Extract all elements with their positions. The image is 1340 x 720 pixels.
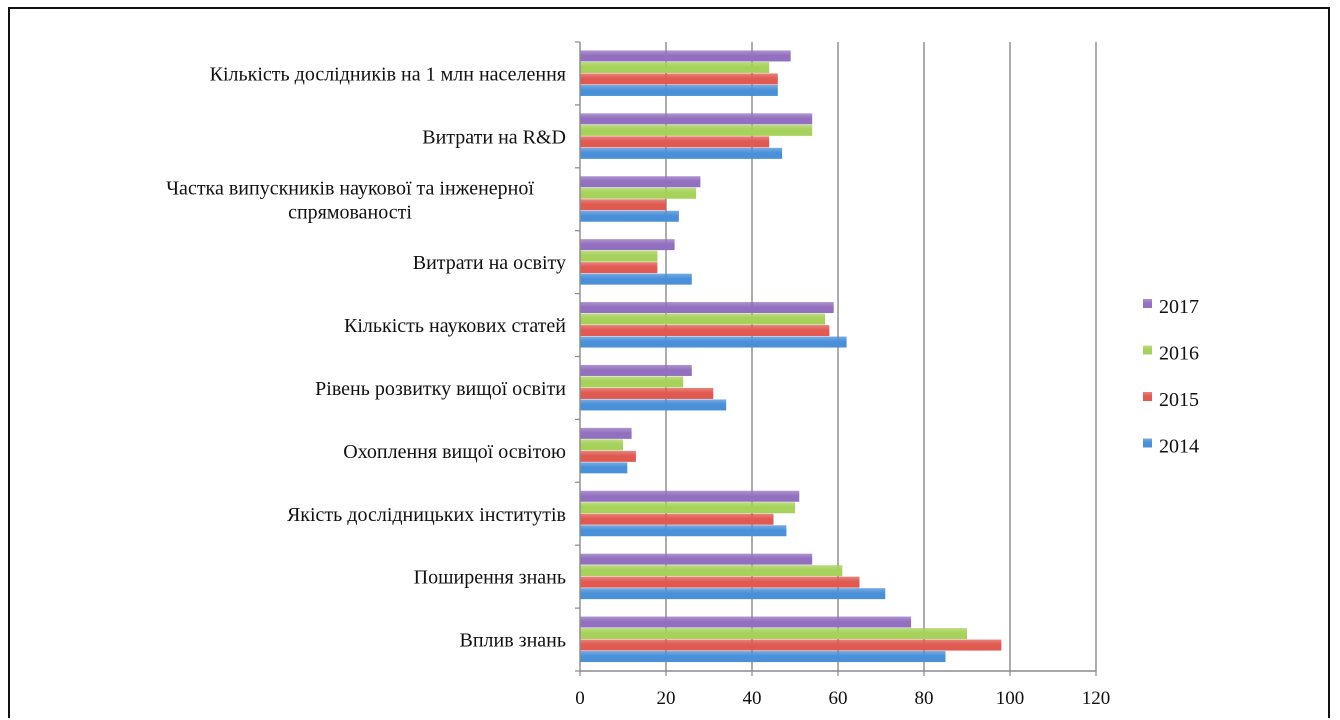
bar-2015-7 <box>580 262 658 274</box>
bar-2017-4 <box>580 427 632 439</box>
legend: 2017 2016 2015 2014 <box>1143 296 1199 458</box>
bar-2014-2 <box>580 588 886 600</box>
bar-2016-2 <box>580 565 843 577</box>
bar-2016-5 <box>580 376 684 388</box>
bar-2017-7 <box>580 239 675 251</box>
x-tick-label-0: 0 <box>575 688 585 709</box>
bar-2017-8 <box>580 176 701 188</box>
bar-2014-1 <box>580 651 946 663</box>
legend-label-2017: 2017 <box>1159 296 1199 318</box>
bar-2014-5 <box>580 399 727 411</box>
category-label-7: Витрати на освіту <box>413 252 566 274</box>
bar-2016-7 <box>580 250 658 262</box>
bar-2015-9 <box>580 136 770 148</box>
bar-2014-8 <box>580 210 679 222</box>
x-tick-label-20: 20 <box>657 688 676 709</box>
bar-2015-6 <box>580 325 830 337</box>
bar-2017-2 <box>580 553 813 565</box>
bar-2015-8 <box>580 199 666 211</box>
legend-label-2014: 2014 <box>1159 436 1199 458</box>
x-tick-labels: 0 20 40 60 80 100 120 <box>575 688 1110 709</box>
bar-2015-2 <box>580 576 860 588</box>
category-label-8: спрямованості <box>288 201 412 223</box>
legend-label-2016: 2016 <box>1159 343 1199 365</box>
category-label-2: Поширення знань <box>414 567 566 589</box>
bar-2015-1 <box>580 639 1002 651</box>
bar-2017-1 <box>580 616 912 628</box>
category-label-3: Якість дослідницьких інститутів <box>287 504 566 526</box>
category-label-10: Кількість дослідників на 1 млн населення <box>210 63 566 85</box>
legend-swatch-2014 <box>1143 438 1152 448</box>
bar-2014-4 <box>580 462 628 474</box>
x-tick-label-80: 80 <box>915 688 934 709</box>
bar-2016-1 <box>580 628 967 640</box>
bar-chart: Вплив знань Поширення знань Якість дослідн… <box>166 41 1199 709</box>
bar-2016-9 <box>580 124 813 136</box>
bar-2014-3 <box>580 525 787 537</box>
legend-swatch-2015 <box>1143 392 1152 401</box>
bar-2016-3 <box>580 502 795 514</box>
x-tick-label-120: 120 <box>1082 688 1111 709</box>
category-label-9: Витрати на R&D <box>422 126 566 148</box>
x-tick-label-60: 60 <box>829 688 848 709</box>
bar-layer <box>580 50 1002 663</box>
bar-2017-10 <box>580 50 791 62</box>
bar-2016-8 <box>580 187 697 199</box>
bar-2016-10 <box>580 61 770 73</box>
bar-2015-4 <box>580 450 636 462</box>
chart-frame: Вплив знань Поширення знань Якість дослідн… <box>8 7 1330 718</box>
category-label-5: Рівень розвитку вищої освіти <box>315 378 566 400</box>
category-label-8: Частка випускників наукової та інженерно… <box>166 177 534 199</box>
category-label-4: Охоплення вищої освітою <box>343 441 566 463</box>
legend-label-2015: 2015 <box>1159 389 1199 411</box>
category-labels: Вплив знань Поширення знань Якість дослідн… <box>166 63 566 651</box>
x-tick-label-40: 40 <box>743 688 762 709</box>
category-label-1: Вплив знань <box>460 630 566 652</box>
legend-swatch-2017 <box>1143 299 1152 308</box>
legend-swatch-2016 <box>1143 345 1152 355</box>
bar-2014-9 <box>580 147 783 159</box>
bar-2015-5 <box>580 387 714 399</box>
bar-2014-6 <box>580 336 847 348</box>
bar-2015-10 <box>580 73 778 85</box>
bar-2017-3 <box>580 490 800 502</box>
bar-2014-7 <box>580 273 692 285</box>
bar-2017-6 <box>580 302 834 314</box>
bar-2016-6 <box>580 313 826 325</box>
bar-2014-10 <box>580 84 778 96</box>
x-tick-label-100: 100 <box>996 688 1025 709</box>
bar-2015-3 <box>580 513 774 525</box>
bar-2017-9 <box>580 113 813 125</box>
bar-2016-4 <box>580 439 623 451</box>
bar-2017-5 <box>580 364 692 376</box>
axis-layer <box>575 41 1097 676</box>
category-label-6: Кількість наукових статей <box>344 315 566 337</box>
